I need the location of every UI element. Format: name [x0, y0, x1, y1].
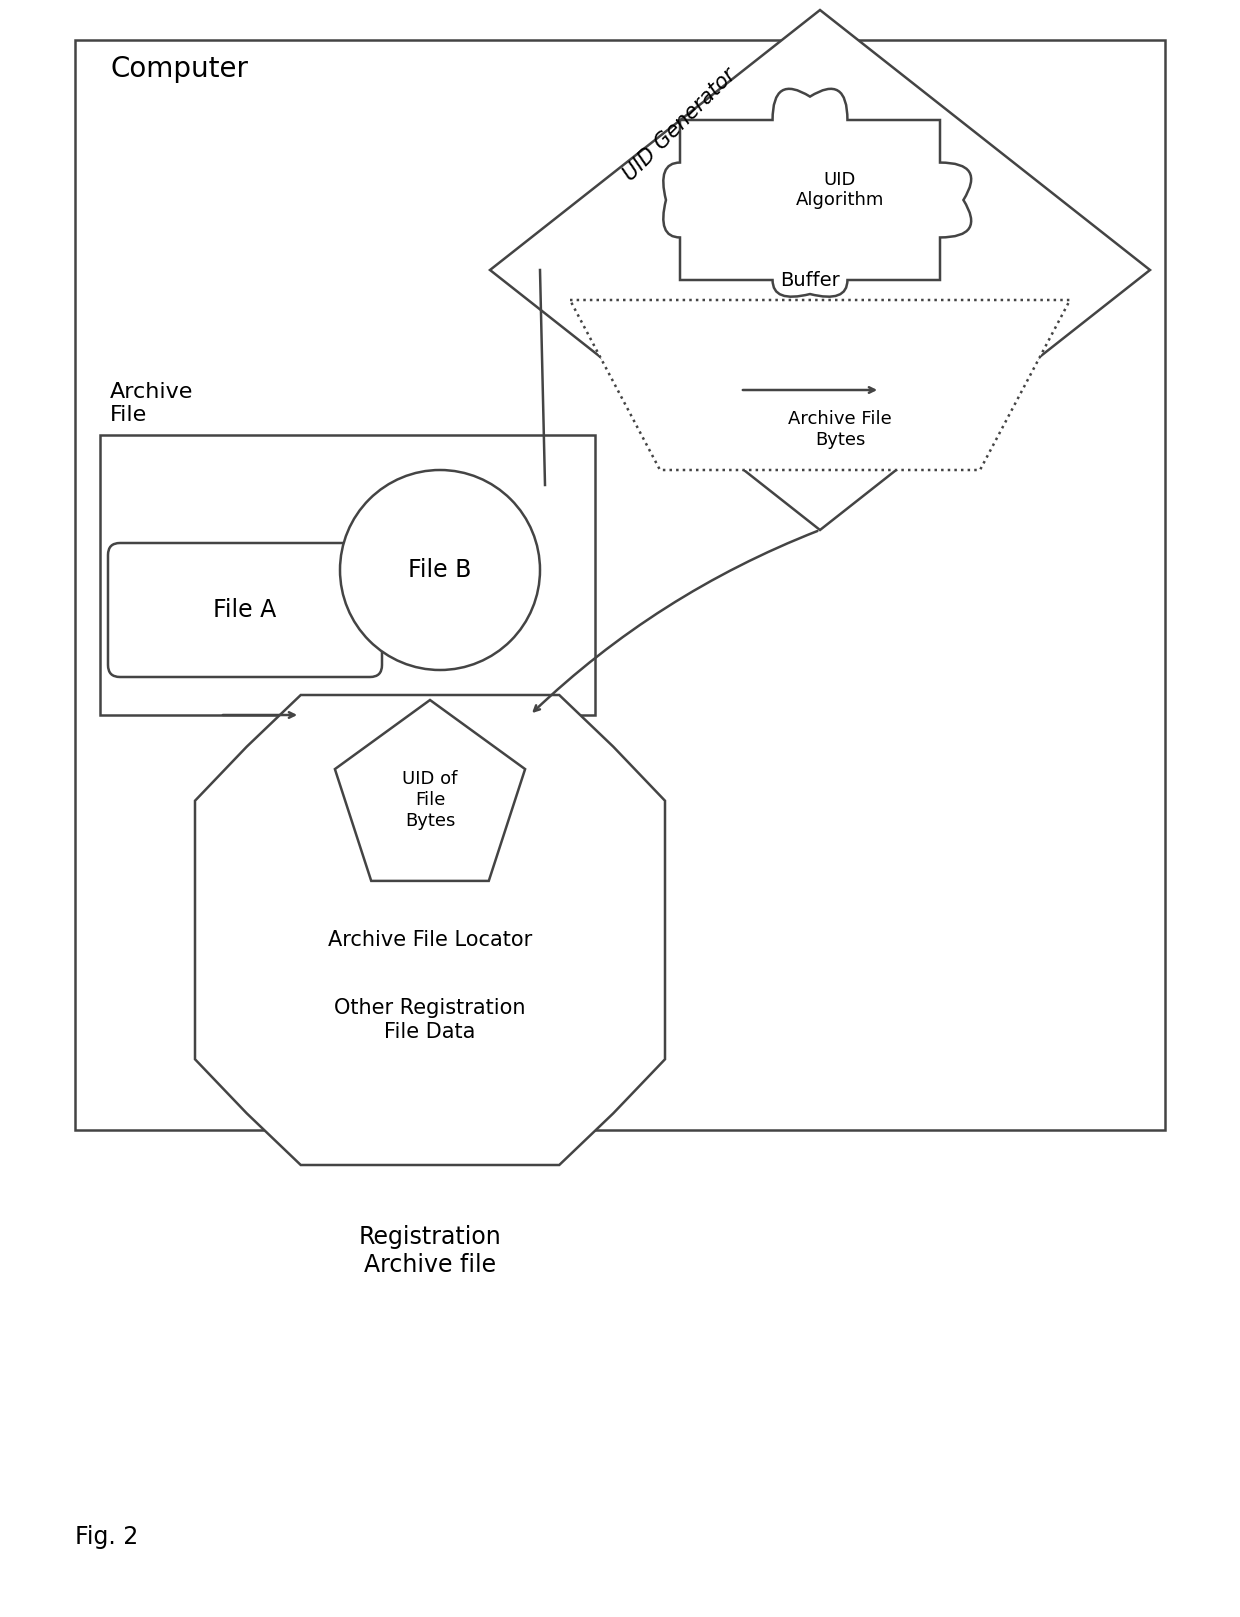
Polygon shape	[335, 700, 525, 881]
Text: Computer: Computer	[110, 55, 248, 82]
FancyBboxPatch shape	[108, 543, 382, 678]
Text: UID of
File
Bytes: UID of File Bytes	[402, 770, 458, 830]
Text: File B: File B	[408, 558, 471, 582]
PathPatch shape	[663, 89, 971, 296]
FancyBboxPatch shape	[100, 435, 595, 715]
Text: UID
Algorithm: UID Algorithm	[796, 171, 884, 209]
Text: Archive File Locator: Archive File Locator	[327, 930, 532, 951]
Ellipse shape	[340, 471, 539, 669]
Text: Other Registration
File Data: Other Registration File Data	[335, 998, 526, 1041]
Text: Archive File
Bytes: Archive File Bytes	[789, 411, 892, 450]
Text: File A: File A	[213, 598, 277, 623]
Text: UID Generator: UID Generator	[620, 65, 740, 186]
Text: Fig. 2: Fig. 2	[74, 1525, 138, 1549]
Polygon shape	[490, 10, 1149, 530]
Text: Archive
File: Archive File	[110, 382, 193, 425]
Text: Registration
Archive file: Registration Archive file	[358, 1226, 501, 1277]
Polygon shape	[195, 695, 665, 1164]
FancyBboxPatch shape	[74, 40, 1166, 1130]
Text: Buffer: Buffer	[780, 270, 839, 289]
Polygon shape	[570, 301, 1070, 471]
